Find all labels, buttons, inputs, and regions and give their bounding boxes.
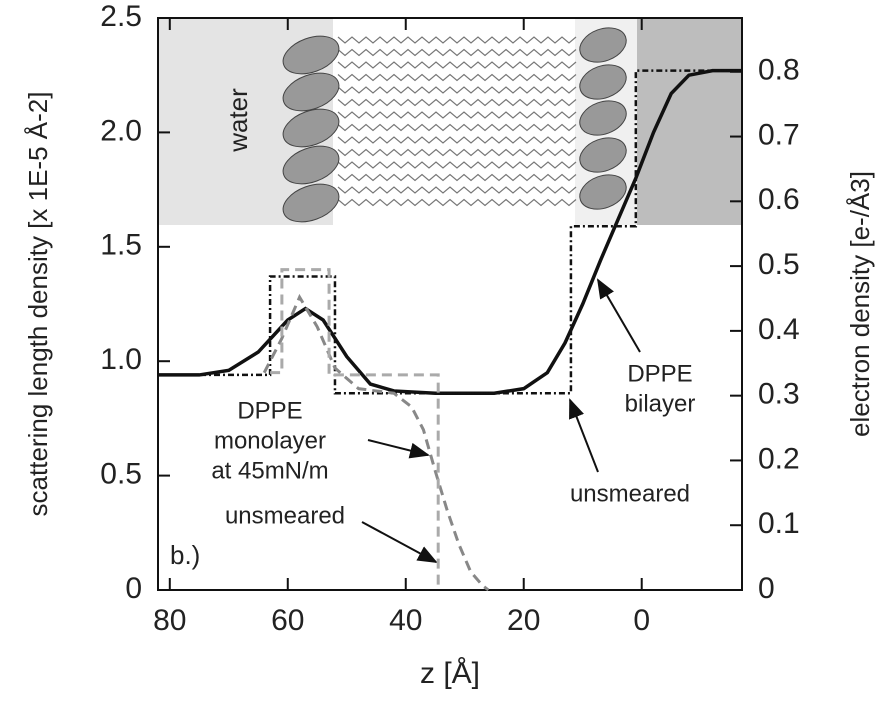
y-tick-label: 2.0: [100, 114, 142, 147]
y2-tick-label: 0.3: [758, 378, 800, 411]
x-tick-label: 0: [633, 604, 650, 637]
lipid-head: [282, 35, 340, 75]
x-tick-label: 20: [507, 604, 540, 637]
y-tick-label: 1.0: [100, 343, 142, 376]
annotation: unsmeared: [225, 502, 345, 529]
y2-tick-label: 0.7: [758, 118, 800, 151]
lipid-tail: [337, 73, 577, 82]
series-line: [158, 68, 742, 395]
lipid-tail: [337, 48, 577, 57]
lipid-tail: [337, 186, 577, 194]
lipid-head: [579, 64, 627, 100]
lipid-tail: [337, 86, 577, 94]
x-axis-label: z [Å]: [420, 657, 480, 690]
arrows: [361, 278, 641, 563]
lipid-tail: [337, 198, 577, 207]
bilayer-illustration: [158, 18, 742, 225]
lipid-head: [579, 174, 627, 210]
lipid-tail: [337, 111, 577, 119]
lipid-tail: [337, 123, 577, 132]
x-tick-label: 40: [389, 604, 422, 637]
y-axis-label: scattering length density [x 1E-5 Å-2]: [23, 92, 53, 517]
lipid-tail: [337, 161, 577, 169]
y2-tick-label: 0.4: [758, 313, 800, 346]
lipid-head: [579, 100, 627, 136]
lipid-tail: [337, 136, 577, 144]
lipid-head: [579, 137, 627, 173]
y2-tick-label: 0.1: [758, 507, 800, 540]
annotation: monolayer: [214, 427, 326, 454]
x-tick-label: 60: [271, 604, 304, 637]
y2-tick-label: 0: [758, 572, 775, 605]
lipid-head: [282, 183, 340, 223]
lipid-head: [282, 72, 340, 112]
lipid-head: [579, 27, 627, 63]
annotation: DPPE: [237, 397, 302, 424]
lipid-tail: [337, 36, 577, 44]
y2-tick-label: 0.8: [758, 54, 800, 87]
series-line: [270, 268, 440, 590]
series-line: [262, 293, 490, 592]
y2-tick-label: 0.5: [758, 248, 800, 281]
plot-frame: [157, 17, 743, 591]
annotation: b.): [170, 540, 200, 570]
x-tick-label: 80: [153, 604, 186, 637]
annotation: water: [223, 88, 253, 153]
y2-tick-label: 0.2: [758, 442, 800, 475]
annotation: at 45mN/m: [211, 457, 328, 484]
y-tick-label: 0.5: [100, 458, 142, 491]
y-tick-label: 1.5: [100, 229, 142, 262]
annotation: bilayer: [625, 390, 696, 417]
lipid-tail: [337, 148, 577, 157]
lipid-head: [282, 108, 340, 148]
annotation: DPPE: [627, 360, 692, 387]
y-tick-label: 0: [125, 572, 142, 605]
annotation: unsmeared: [570, 480, 690, 507]
y2-axis-label: electron density [e-/Å3]: [845, 171, 875, 437]
y2-tick-label: 0.6: [758, 183, 800, 216]
lipid-tail: [337, 173, 577, 182]
lipid-tail: [337, 98, 577, 107]
y-tick-label: 2.5: [100, 0, 142, 33]
lipid-tail: [337, 61, 577, 69]
lipid-head: [282, 145, 340, 185]
